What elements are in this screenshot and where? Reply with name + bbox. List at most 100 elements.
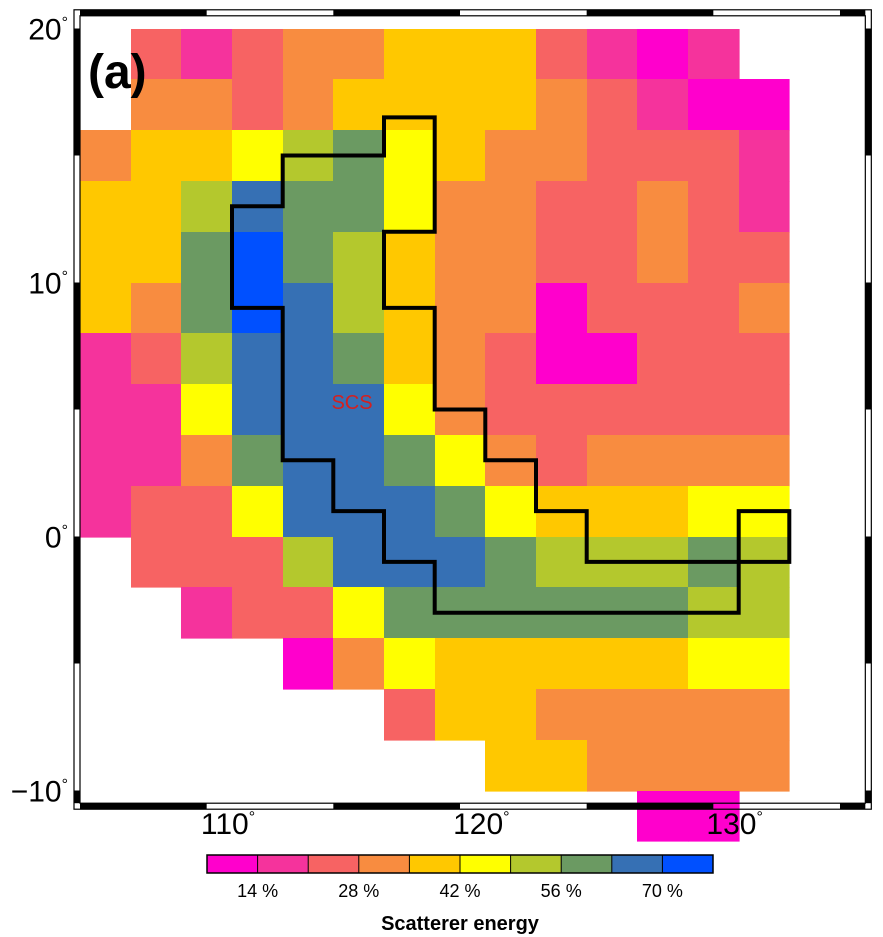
heatmap-cell	[333, 79, 385, 131]
heatmap-cell	[637, 283, 689, 334]
heatmap-cell	[637, 232, 689, 284]
heatmap-cell	[181, 29, 233, 80]
heatmap-cell	[384, 181, 436, 233]
heatmap-cell	[739, 435, 790, 487]
heatmap-cell	[637, 333, 689, 385]
latitude-label: 10°	[28, 268, 68, 301]
heatmap-cell	[637, 79, 689, 131]
heatmap-cell	[688, 638, 740, 690]
heatmap-cell	[587, 29, 638, 80]
heatmap-cell	[587, 333, 638, 385]
heatmap-cell	[283, 29, 334, 80]
heatmap-cell	[333, 232, 385, 284]
heatmap-cell	[637, 435, 689, 487]
heatmap-cell	[536, 130, 588, 182]
frame-segment	[74, 282, 80, 410]
heatmap-cell	[131, 29, 182, 80]
heatmap-cell	[333, 29, 385, 80]
heatmap-cell	[333, 537, 385, 588]
frame-segment	[80, 803, 207, 810]
heatmap-cell	[80, 435, 132, 487]
heatmap-cell	[637, 486, 689, 538]
heatmap-cell	[232, 384, 284, 436]
heatmap-cell	[384, 29, 436, 80]
heatmap-cell	[80, 181, 132, 233]
heatmap-cell	[384, 638, 436, 690]
heatmap-cell	[587, 130, 638, 182]
colorbar-swatch	[561, 855, 613, 873]
heatmap-cell	[384, 587, 436, 639]
region-label-scs: SCS	[331, 392, 372, 414]
heatmap-cell	[485, 384, 537, 436]
heatmap-cell	[181, 587, 233, 639]
heatmap-cell	[485, 333, 537, 385]
heatmap-cell	[688, 79, 740, 131]
heatmap-cell	[739, 638, 790, 690]
heatmap-cell	[131, 232, 182, 284]
heatmap-cell	[232, 435, 284, 487]
heatmap-cell	[80, 333, 132, 385]
heatmap-cell	[232, 232, 284, 284]
longitude-label: 120°	[453, 808, 509, 841]
heatmap-cell	[131, 435, 182, 487]
colorbar-label: 14 %	[237, 881, 278, 901]
heatmap-cell	[181, 435, 233, 487]
heatmap-cell	[435, 638, 486, 690]
heatmap-cell	[333, 435, 385, 487]
heatmap-cell	[181, 283, 233, 334]
heatmap-cell	[485, 283, 537, 334]
heatmap-cell	[637, 791, 689, 842]
heatmap-cell	[739, 740, 790, 792]
heatmap-cell	[485, 638, 537, 690]
heatmap-cell	[587, 689, 638, 741]
heatmap-cell	[688, 740, 740, 792]
heatmap-cell	[131, 130, 182, 182]
heatmap-cell	[688, 181, 740, 233]
heatmap-cell	[536, 283, 588, 334]
heatmap-cell	[587, 740, 638, 792]
heatmap-cell	[739, 79, 790, 131]
frame-segment	[74, 536, 80, 664]
heatmap-cell	[739, 232, 790, 284]
heatmap-cell	[739, 689, 790, 741]
heatmap-cell	[232, 486, 284, 538]
heatmap-cell	[283, 283, 334, 334]
heatmap-cell	[587, 283, 638, 334]
heatmap-cell	[384, 435, 436, 487]
heatmap-cell	[587, 79, 638, 131]
heatmap-cell	[536, 79, 588, 131]
longitude-label: 130°	[706, 808, 762, 841]
heatmap-cell	[435, 130, 486, 182]
colorbar: 14 % 28 % 42 % 56 % 70 %	[206, 854, 714, 901]
heatmap-cell	[384, 79, 436, 131]
heatmap-cell	[80, 384, 132, 436]
map-frame	[73, 9, 872, 810]
heatmap-cell	[283, 79, 334, 131]
heatmap-cell	[435, 232, 486, 284]
heatmap-cell	[283, 232, 334, 284]
frame-segment	[74, 790, 80, 804]
heatmap-cell	[739, 333, 790, 385]
heatmap-cell	[131, 283, 182, 334]
heatmap-cell	[637, 130, 689, 182]
heatmap-cell	[181, 181, 233, 233]
heatmap-cell	[688, 29, 740, 80]
heatmap-cell	[435, 181, 486, 233]
heatmap-cell	[283, 181, 334, 233]
heatmap-cell	[181, 232, 233, 284]
heatmap-cell	[485, 181, 537, 233]
heatmap-cell	[333, 283, 385, 334]
heatmap-cell	[131, 181, 182, 233]
heatmap-cell	[688, 435, 740, 487]
heatmap-cell	[80, 232, 132, 284]
colorbar-swatch	[662, 855, 714, 873]
heatmap-cell	[739, 587, 790, 639]
heatmap-cell	[80, 283, 132, 334]
heatmap-cell	[384, 232, 436, 284]
heatmap-cell	[485, 79, 537, 131]
heatmap-cell	[536, 29, 588, 80]
heatmap-cell	[435, 486, 486, 538]
heatmap-cell	[587, 384, 638, 436]
heatmap-cell	[181, 333, 233, 385]
